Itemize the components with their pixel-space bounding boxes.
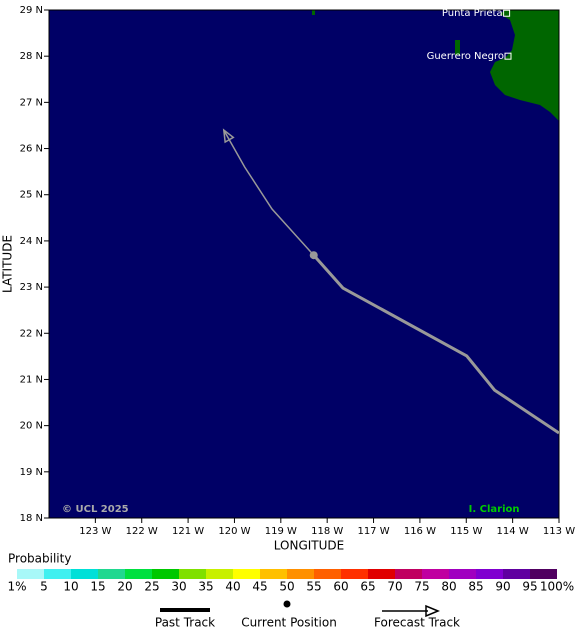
- colorbar-segment: [422, 569, 449, 579]
- legend-forecast-arrow: [425, 604, 440, 618]
- y-tick-label: 28 N: [20, 51, 43, 62]
- legend-label: Current Position: [241, 616, 337, 630]
- legend-current-dot: [283, 600, 291, 608]
- y-tick-label: 27 N: [20, 97, 43, 108]
- colorbar-label: 35: [198, 580, 213, 594]
- colorbar-label: 75: [414, 580, 429, 594]
- y-tick-label: 21 N: [20, 374, 43, 385]
- legend-label: Past Track: [155, 616, 215, 630]
- colorbar-label: 70: [387, 580, 402, 594]
- colorbar-segment: [395, 569, 422, 579]
- x-tick-label: 120 W: [218, 526, 250, 537]
- colorbar-label: 65: [360, 580, 375, 594]
- colorbar-label: 60: [333, 580, 348, 594]
- colorbar-label: 55: [306, 580, 321, 594]
- legend-label: Forecast Track: [374, 616, 460, 630]
- y-tick-label: 24 N: [20, 236, 43, 247]
- colorbar-segment: [260, 569, 287, 579]
- island: [455, 40, 460, 55]
- colorbar-label: 20: [117, 580, 132, 594]
- x-tick-label: 119 W: [265, 526, 297, 537]
- y-tick-label: 23 N: [20, 282, 43, 293]
- place-label: Guerrero Negro: [427, 51, 504, 62]
- current-position: [309, 251, 318, 260]
- y-tick-label: 29 N: [20, 5, 43, 16]
- x-tick-label: 118 W: [311, 526, 343, 537]
- colorbar-label: 90: [495, 580, 510, 594]
- y-tick-label: 25 N: [20, 190, 43, 201]
- x-tick-label: 114 W: [497, 526, 529, 537]
- colorbar-segment: [530, 569, 557, 579]
- colorbar-segment: [476, 569, 503, 579]
- x-tick-label: 116 W: [404, 526, 436, 537]
- colorbar-segment: [368, 569, 395, 579]
- place-marker: [504, 52, 512, 60]
- colorbar-segment: [341, 569, 368, 579]
- colorbar-label: 85: [468, 580, 483, 594]
- island: [312, 10, 315, 15]
- x-tick-label: 115 W: [450, 526, 482, 537]
- place-label: Punta Prieta: [442, 8, 503, 19]
- colorbar-segment: [71, 569, 98, 579]
- colorbar-label: 5: [40, 580, 48, 594]
- ocean: [49, 10, 559, 518]
- colorbar-segment: [44, 569, 71, 579]
- x-tick-label: 122 W: [126, 526, 158, 537]
- colorbar-label: 25: [144, 580, 159, 594]
- x-tick-label: 123 W: [79, 526, 111, 537]
- colorbar-title: Probability: [8, 552, 71, 566]
- colorbar-label: 40: [225, 580, 240, 594]
- y-tick-label: 19 N: [20, 467, 43, 478]
- x-axis-label: LONGITUDE: [274, 539, 344, 553]
- land: [490, 10, 559, 121]
- y-axis-label: LATITUDE: [1, 235, 15, 293]
- past-track: [312, 254, 559, 435]
- colorbar-segment: [206, 569, 233, 579]
- colorbar-label: 50: [279, 580, 294, 594]
- colorbar-segment: [152, 569, 179, 579]
- y-tick-label: 26 N: [20, 144, 43, 155]
- colorbar-segment: [125, 569, 152, 579]
- colorbar-segment: [449, 569, 476, 579]
- colorbar-segment: [314, 569, 341, 579]
- colorbar-segment: [98, 569, 125, 579]
- colorbar-segment: [287, 569, 314, 579]
- colorbar-label: 80: [441, 580, 456, 594]
- colorbar-label: 1%: [7, 580, 26, 594]
- colorbar-label: 10: [63, 580, 78, 594]
- x-tick-label: 117 W: [357, 526, 389, 537]
- copyright: © UCL 2025: [62, 504, 129, 515]
- colorbar-label: 45: [252, 580, 267, 594]
- colorbar-label: 95: [522, 580, 537, 594]
- colorbar-label: 100%: [540, 580, 574, 594]
- x-tick-label: 113 W: [543, 526, 575, 537]
- x-tick-label: 121 W: [172, 526, 204, 537]
- colorbar-segment: [503, 569, 530, 579]
- y-tick-label: 22 N: [20, 328, 43, 339]
- colorbar-segment: [179, 569, 206, 579]
- y-tick-label: 20 N: [20, 421, 43, 432]
- forecast-track: [223, 129, 315, 256]
- colorbar-label: 30: [171, 580, 186, 594]
- colorbar-segment: [17, 569, 44, 579]
- y-tick-label: 18 N: [20, 513, 43, 524]
- place-marker: [503, 9, 511, 17]
- island-label: I. Clarion: [469, 504, 520, 515]
- colorbar-segment: [233, 569, 260, 579]
- forecast-arrowhead: [222, 128, 235, 144]
- colorbar-label: 15: [90, 580, 105, 594]
- plot-frame: [48, 9, 560, 519]
